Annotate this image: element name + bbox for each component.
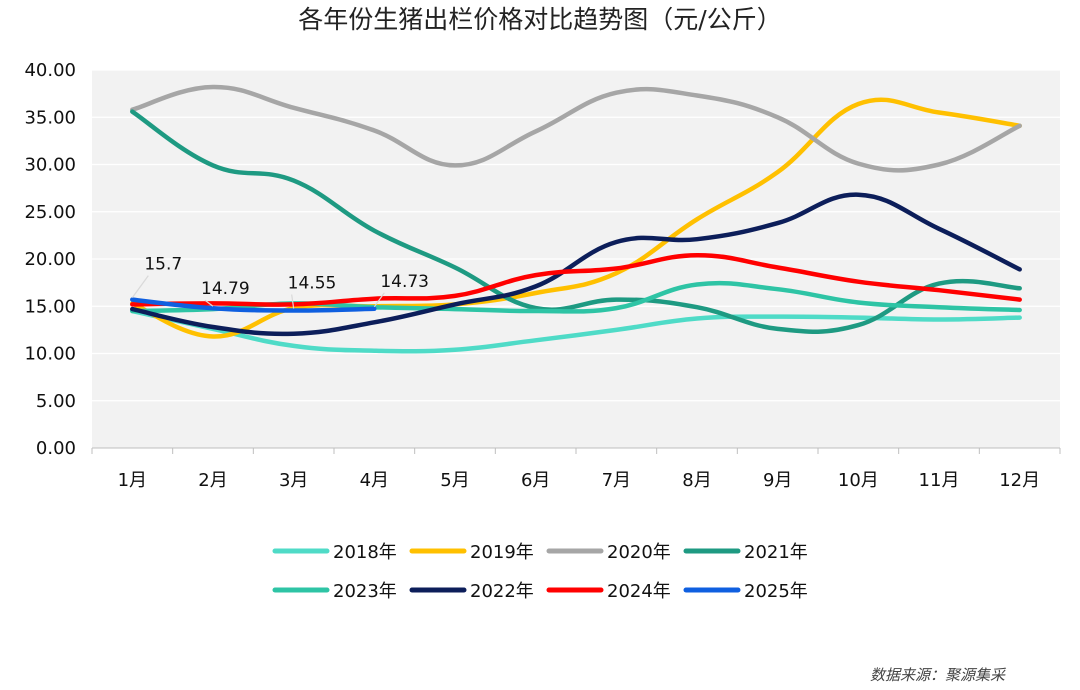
data-label: 14.79 (201, 279, 250, 299)
x-tick-label: 9月 (763, 470, 792, 491)
chart-title: 各年份生猪出栏价格对比趋势图（元/公斤） (298, 5, 781, 34)
x-tick-label: 5月 (440, 470, 469, 491)
x-tick-label: 4月 (360, 470, 389, 491)
data-label-leader (131, 275, 149, 298)
data-label: 14.73 (380, 272, 429, 292)
series-lines (130, 84, 1022, 354)
legend-label-2018: 2018年 (333, 542, 397, 563)
data-label-leader (204, 299, 214, 307)
y-tick-label: 10.00 (24, 344, 76, 365)
y-tick-label: 30.00 (24, 155, 76, 176)
legend-label-2019: 2019年 (470, 542, 534, 563)
y-tick-label: 25.00 (24, 202, 76, 223)
legend-label-2022: 2022年 (470, 581, 534, 602)
x-tick-label: 1月 (118, 470, 147, 491)
source-note: 数据来源：聚源集采 (870, 666, 1007, 684)
legend-label-2020: 2020年 (607, 542, 671, 563)
x-tick-label: 6月 (521, 470, 550, 491)
y-tick-label: 0.00 (36, 438, 76, 459)
x-tick-label: 12月 (999, 470, 1040, 491)
x-tick-label: 7月 (602, 470, 631, 491)
y-tick-label: 35.00 (24, 107, 76, 128)
x-axis: 1月 2月 3月 4月 5月 6月 7月 8月 9月 10月 11月 12月 (91, 447, 1061, 491)
series-line-2022 (130, 192, 1022, 337)
legend-label-2021: 2021年 (744, 542, 808, 563)
series-line-2018 (130, 308, 1022, 354)
series-line-2025 (130, 297, 377, 313)
legend-label-2024: 2024年 (607, 581, 671, 602)
data-labels: 15.7 14.79 14.55 14.73 (131, 255, 429, 309)
x-tick-label: 8月 (682, 470, 711, 491)
y-tick-label: 20.00 (24, 249, 76, 270)
x-tick-label: 2月 (198, 470, 227, 491)
series-line-2020 (130, 84, 1022, 173)
legend-label-2023: 2023年 (333, 581, 397, 602)
series-line-2021 (130, 109, 1022, 335)
data-label-leader (373, 292, 385, 308)
y-tick-label: 40.00 (24, 60, 76, 81)
legend-label-2025: 2025年 (744, 581, 808, 602)
y-axis: 0.00 5.00 10.00 15.00 20.00 25.00 30.00 35.00 40… (24, 60, 76, 459)
y-tick-label: 15.00 (24, 296, 76, 317)
x-tick-label: 11月 (919, 470, 960, 491)
x-tick-label: 3月 (279, 470, 308, 491)
data-label: 15.7 (144, 255, 182, 275)
y-tick-label: 5.00 (36, 391, 76, 412)
x-tick-label: 10月 (838, 470, 879, 491)
legend: 2018年 2019年 2020年 2021年 2023年 2022年 2024年 2025年 (272, 542, 808, 602)
data-label: 14.55 (288, 274, 337, 294)
data-label-leader (291, 294, 295, 309)
